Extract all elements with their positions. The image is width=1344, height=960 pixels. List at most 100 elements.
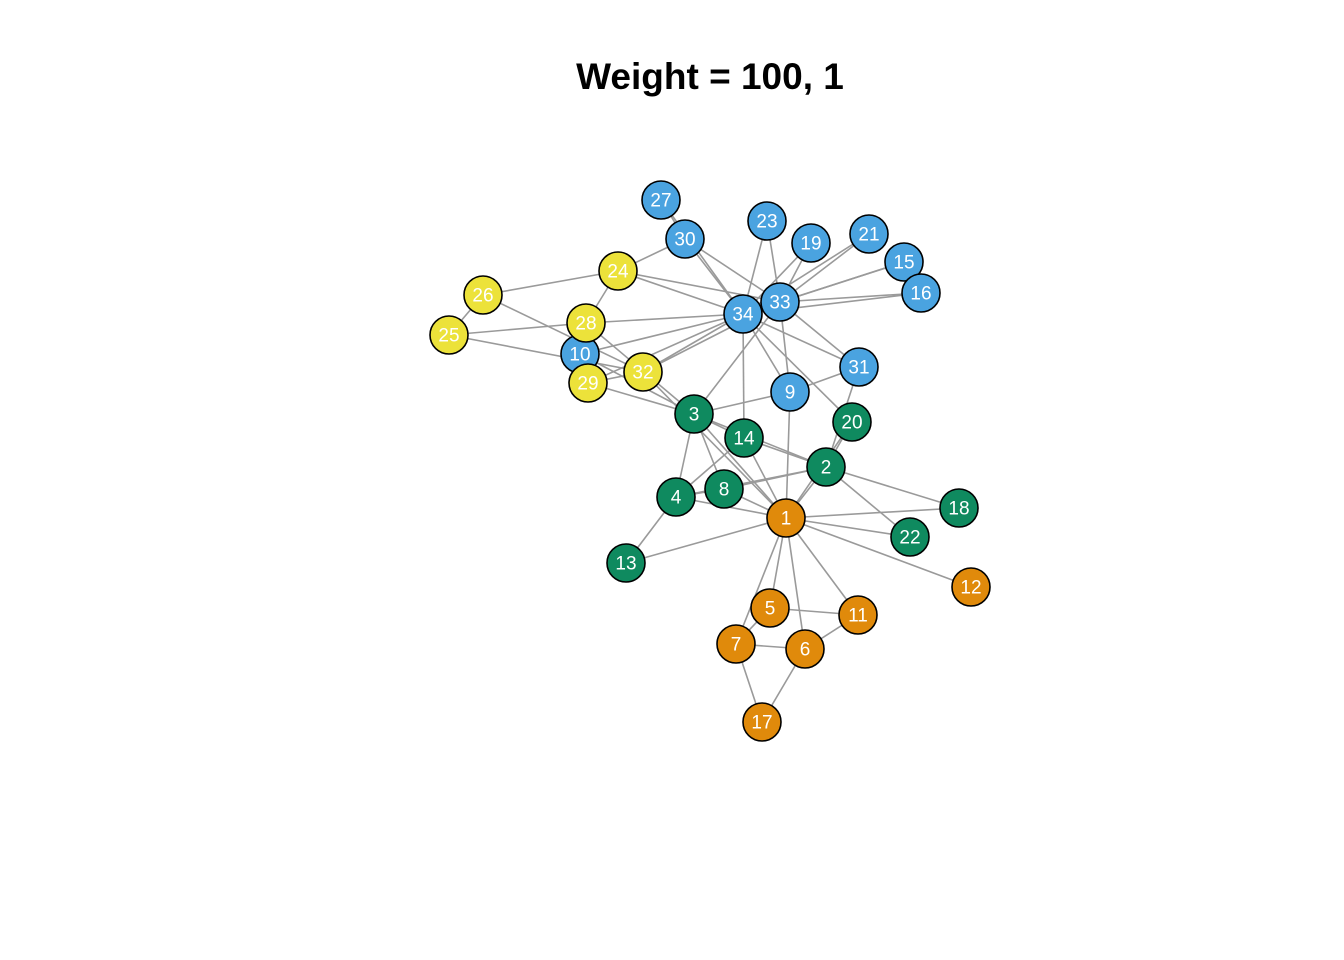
node-circle (598, 251, 638, 291)
nodes-layer: 1234567891011121314151617181920212223242… (429, 180, 991, 742)
node-label: 10 (569, 345, 590, 366)
node-33: 33 (760, 282, 800, 322)
edge-1-32 (642, 371, 787, 519)
edge-24-26 (482, 270, 619, 296)
node-circle (785, 629, 825, 669)
node-14: 14 (724, 418, 764, 458)
node-label: 25 (438, 326, 459, 347)
edge-27-34 (660, 199, 744, 315)
node-circle (760, 282, 800, 322)
node-17: 17 (742, 702, 782, 742)
node-label: 11 (848, 606, 868, 627)
node-circle (568, 363, 608, 403)
node-6: 6 (785, 629, 825, 669)
edge-1-7 (735, 517, 787, 645)
node-3: 3 (674, 394, 714, 434)
node-circle (674, 394, 714, 434)
node-label: 21 (858, 225, 879, 246)
node-16: 16 (901, 273, 941, 313)
node-15: 15 (884, 242, 924, 282)
node-circle (890, 517, 930, 557)
node-label: 16 (910, 284, 931, 305)
node-label: 14 (733, 429, 755, 450)
node-25: 25 (429, 315, 469, 355)
node-circle (951, 567, 991, 607)
node-circle (623, 352, 663, 392)
node-label: 24 (607, 262, 629, 283)
node-circle (463, 275, 503, 315)
node-label: 12 (960, 578, 981, 599)
node-26: 26 (463, 275, 503, 315)
node-circle (806, 447, 846, 487)
node-circle (742, 702, 782, 742)
node-11: 11 (838, 595, 878, 635)
node-label: 20 (841, 413, 862, 434)
node-label: 6 (800, 640, 811, 661)
edge-1-9 (785, 391, 791, 519)
node-label: 8 (719, 480, 730, 501)
edge-26-32 (482, 294, 644, 373)
node-22: 22 (890, 517, 930, 557)
node-label: 2 (821, 458, 832, 479)
node-4: 4 (656, 477, 696, 517)
edge-1-22 (785, 517, 911, 538)
node-23: 23 (747, 201, 787, 241)
node-30: 30 (665, 219, 705, 259)
node-7: 7 (716, 624, 756, 664)
node-circle (716, 624, 756, 664)
node-circle (665, 219, 705, 259)
node-31: 31 (839, 347, 879, 387)
node-label: 22 (899, 528, 920, 549)
node-label: 17 (751, 713, 772, 734)
edge-25-28 (448, 322, 587, 336)
node-27: 27 (641, 180, 681, 220)
edge-24-33 (617, 270, 781, 303)
node-34: 34 (723, 294, 763, 334)
node-label: 3 (689, 405, 700, 426)
node-label: 30 (674, 230, 695, 251)
edge-1-11 (785, 517, 859, 616)
node-label: 4 (671, 488, 682, 509)
edge-24-34 (617, 270, 744, 315)
node-circle (429, 315, 469, 355)
node-circle (766, 498, 806, 538)
node-circle (566, 303, 606, 343)
node-circle (704, 469, 744, 509)
node-label: 7 (731, 635, 742, 656)
node-label: 13 (615, 554, 636, 575)
node-12: 12 (951, 567, 991, 607)
edge-3-33 (693, 301, 781, 415)
node-circle (656, 477, 696, 517)
edge-20-34 (742, 313, 853, 423)
node-8: 8 (704, 469, 744, 509)
chart-title: Weight = 100, 1 (576, 56, 844, 97)
node-circle (832, 402, 872, 442)
node-circle (724, 418, 764, 458)
node-label: 31 (848, 358, 869, 379)
node-circle (770, 372, 810, 412)
node-label: 29 (577, 374, 598, 395)
node-circle (901, 273, 941, 313)
node-20: 20 (832, 402, 872, 442)
node-label: 15 (893, 253, 914, 274)
edge-29-34 (587, 313, 744, 384)
edge-1-3 (693, 413, 787, 519)
node-label: 19 (800, 234, 821, 255)
node-29: 29 (568, 363, 608, 403)
node-circle (747, 201, 787, 241)
node-circle (939, 488, 979, 528)
edge-31-34 (742, 313, 860, 368)
edge-1-18 (785, 507, 960, 519)
node-label: 34 (732, 305, 754, 326)
node-label: 9 (785, 383, 796, 404)
edge-1-12 (785, 517, 972, 588)
node-19: 19 (791, 223, 831, 263)
node-circle (641, 180, 681, 220)
node-label: 26 (472, 286, 493, 307)
node-5: 5 (750, 588, 790, 628)
node-32: 32 (623, 352, 663, 392)
node-label: 23 (756, 212, 777, 233)
edge-1-13 (625, 517, 787, 564)
node-label: 32 (632, 363, 653, 384)
